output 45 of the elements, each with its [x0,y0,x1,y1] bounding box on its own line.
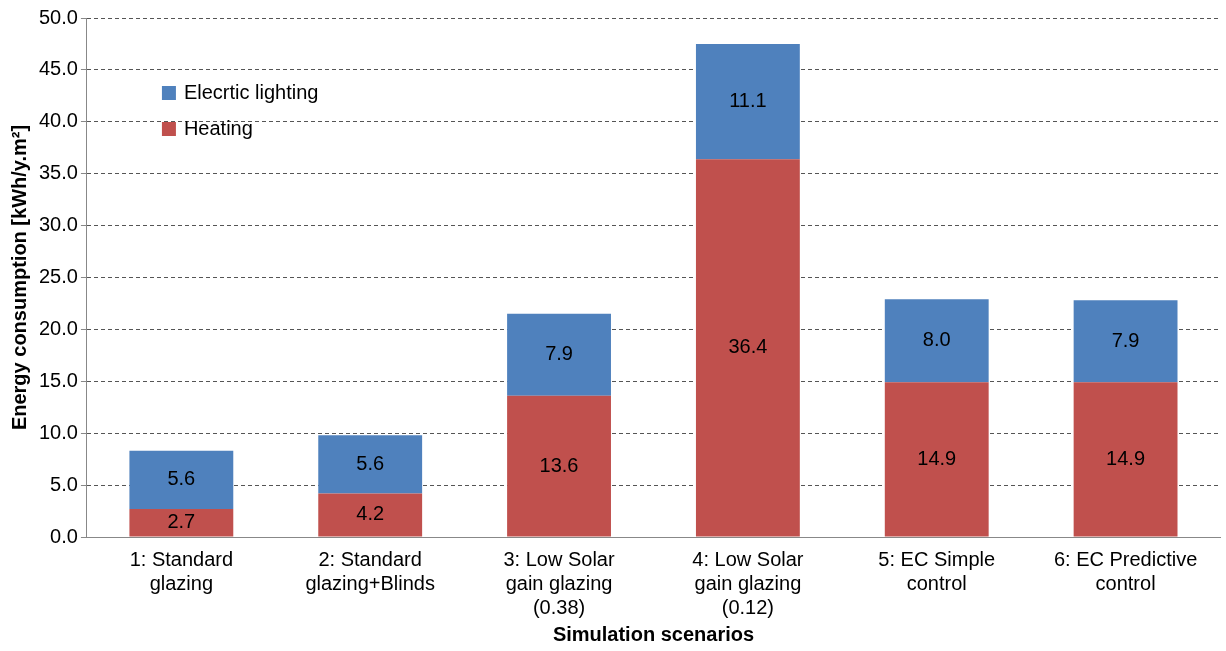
bar [507,395,611,537]
data-label: 13.6 [539,453,579,476]
data-label: 11.1 [729,89,767,112]
y-tick-label: 10.0 [38,420,78,443]
x-tick-label: 4: Low Solar gain glazing (0.12) [692,547,804,618]
bar [1073,300,1178,383]
data-label: 36.4 [728,335,768,358]
x-axis-title: Simulation scenarios [552,622,755,645]
y-axis-title: Energy consumption [kWh/y.m²] [7,124,30,431]
x-tick-label: 3: Low Solar gain glazing (0.38) [503,547,615,618]
y-tick-label: 40.0 [38,109,78,132]
data-label: 7.9 [545,342,573,365]
x-tick-label: 2: Standard glazing+Blinds [305,547,435,594]
data-label: 14.9 [917,446,957,469]
data-label: 2.7 [167,510,196,533]
bar [129,450,234,509]
y-tick-label: 50.0 [38,5,78,28]
x-tick-label: 5: EC Simple control [878,547,996,594]
y-tick-label: 30.0 [38,213,78,236]
y-tick-label: 35.0 [38,161,78,184]
data-label: 8.0 [922,328,951,351]
bar [884,382,989,537]
x-tick-label: 1: Standard glazing [129,547,234,594]
bar [507,313,611,396]
y-tick-label: 45.0 [38,57,78,80]
data-label: 14.9 [1106,446,1146,469]
x-tick-label: 6: EC Predictive control [1053,547,1198,594]
bar [1073,382,1178,537]
data-label: 7.9 [1111,328,1140,351]
bar [318,435,423,494]
y-tick-label: 25.0 [38,265,78,288]
bar [318,493,423,537]
y-tick-label: 0.0 [50,524,78,547]
y-tick-label: 5.0 [50,472,78,495]
bar [884,299,989,383]
legend-label: Heating [183,116,253,139]
data-label: 4.2 [356,502,385,525]
bar [129,508,234,537]
bar [695,159,800,537]
legend-label: Elecrtic lighting [183,80,319,103]
y-tick-label: 15.0 [38,368,78,391]
data-label: 5.6 [167,467,196,490]
y-tick-label: 20.0 [38,316,78,339]
bar [695,43,800,160]
data-label: 5.6 [356,451,385,474]
